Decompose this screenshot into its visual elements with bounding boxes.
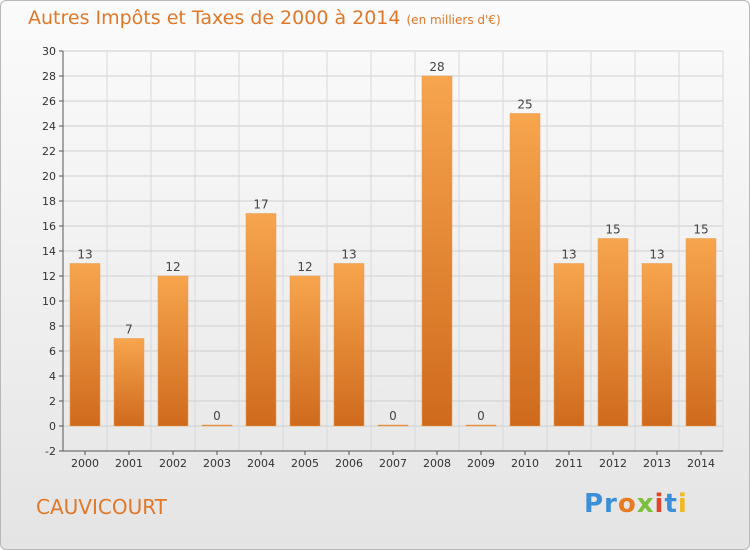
x-tick-label: 2013	[643, 457, 671, 470]
bar	[333, 263, 365, 427]
bar	[597, 238, 629, 427]
y-tick-label: 8	[49, 320, 56, 333]
bar	[69, 263, 101, 427]
data-label: 25	[517, 98, 532, 112]
data-label: 15	[605, 223, 620, 237]
y-tick-label: 12	[42, 270, 56, 283]
data-label: 0	[213, 409, 221, 423]
logo-part: o	[617, 489, 637, 519]
proxiti-logo: Proxiti	[584, 489, 688, 519]
x-tick-label: 2001	[115, 457, 143, 470]
data-label: 13	[561, 248, 576, 262]
chart-title-text: Autres Impôts et Taxes de 2000 à 2014	[28, 7, 401, 29]
x-tick-label: 2012	[599, 457, 627, 470]
y-tick-label: 24	[42, 120, 56, 133]
data-label: 17	[253, 198, 268, 212]
chart-title: Autres Impôts et Taxes de 2000 à 2014 (en…	[28, 7, 501, 29]
x-tick-label: 2007	[379, 457, 407, 470]
y-tick-label: 26	[42, 95, 56, 108]
x-tick-label: 2010	[511, 457, 539, 470]
x-tick-label: 2004	[247, 457, 275, 470]
y-tick-label: 16	[42, 220, 56, 233]
y-tick-label: 10	[42, 295, 56, 308]
bar	[201, 424, 233, 427]
x-tick-label: 2002	[159, 457, 187, 470]
x-tick-label: 2008	[423, 457, 451, 470]
data-label: 0	[389, 409, 397, 423]
labels: -202468101214161820222426283013200072001…	[42, 45, 715, 470]
y-tick-label: -2	[45, 445, 56, 458]
y-tick-label: 18	[42, 195, 56, 208]
x-tick-label: 2003	[203, 457, 231, 470]
bar	[289, 275, 321, 427]
logo-part: x	[636, 489, 655, 519]
axes	[59, 50, 723, 455]
data-label: 13	[77, 248, 92, 262]
data-label: 12	[165, 260, 180, 274]
x-tick-label: 2000	[71, 457, 99, 470]
y-tick-label: 6	[49, 345, 56, 358]
data-label: 0	[477, 409, 485, 423]
bar	[113, 338, 145, 427]
y-tick-label: 14	[42, 245, 56, 258]
y-tick-label: 28	[42, 70, 56, 83]
bars	[69, 75, 717, 427]
x-tick-label: 2009	[467, 457, 495, 470]
logo-part: Pr	[584, 489, 618, 519]
bar	[641, 263, 673, 427]
y-tick-label: 20	[42, 170, 56, 183]
x-tick-label: 2005	[291, 457, 319, 470]
y-tick-label: 4	[49, 370, 56, 383]
data-label: 28	[429, 60, 444, 74]
data-label: 13	[649, 248, 664, 262]
bar	[553, 263, 585, 427]
bar	[685, 238, 717, 427]
y-tick-label: 30	[42, 45, 56, 58]
logo-part: i	[654, 489, 665, 519]
y-tick-label: 0	[49, 420, 56, 433]
x-tick-label: 2006	[335, 457, 363, 470]
bar	[509, 113, 541, 427]
chart-unit: (en milliers d'€)	[406, 13, 501, 27]
y-tick-label: 2	[49, 395, 56, 408]
town-name: CAUVICOURT	[36, 495, 167, 519]
x-tick-label: 2014	[687, 457, 715, 470]
bar	[245, 213, 277, 427]
bar	[157, 275, 189, 427]
x-tick-label: 2011	[555, 457, 583, 470]
data-label: 7	[125, 323, 133, 337]
y-tick-label: 22	[42, 145, 56, 158]
bar	[377, 424, 409, 427]
data-label: 15	[693, 223, 708, 237]
data-label: 12	[297, 260, 312, 274]
logo-part: t	[664, 489, 678, 519]
bar	[421, 75, 453, 427]
data-label: 13	[341, 248, 356, 262]
bar	[465, 424, 497, 427]
logo-part: i	[677, 489, 688, 519]
